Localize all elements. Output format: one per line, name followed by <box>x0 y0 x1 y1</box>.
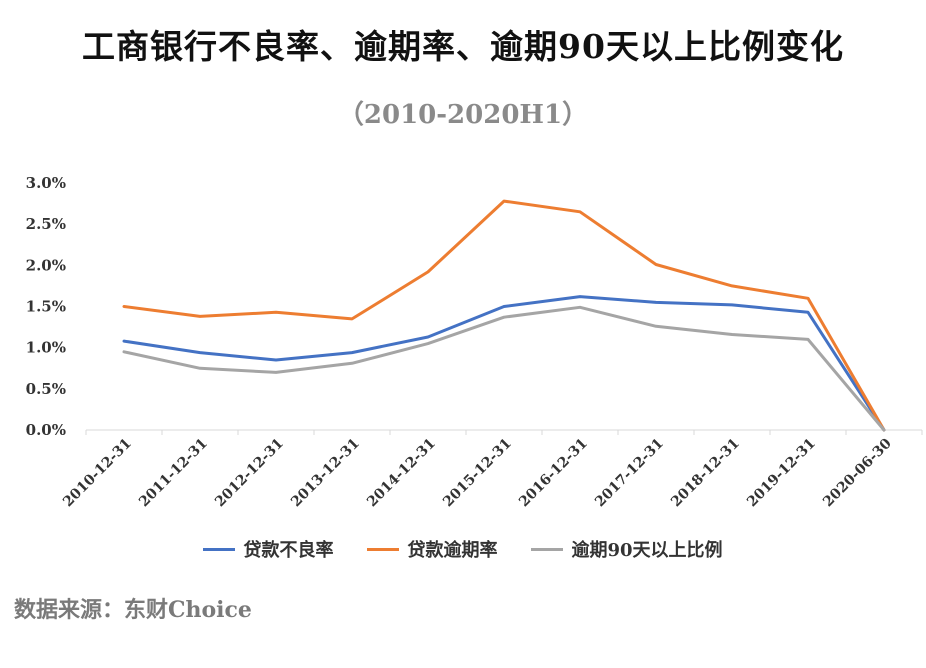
data-point <box>806 338 810 341</box>
legend-item-overdue90: 逾期90天以上比例 <box>531 536 723 562</box>
legend-swatch-npl <box>203 547 236 551</box>
x-tick-label: 2011-12-31 <box>136 436 211 511</box>
data-point <box>502 305 506 308</box>
data-point <box>578 295 582 298</box>
data-point <box>350 317 354 321</box>
x-tick-label: 2016-12-31 <box>516 436 591 511</box>
x-tick-label: 2013-12-31 <box>288 436 363 511</box>
data-point <box>882 428 886 432</box>
data-point <box>122 305 126 308</box>
data-point <box>198 367 202 370</box>
data-point <box>578 210 582 214</box>
data-point <box>578 306 582 309</box>
x-tick-label: 2019-12-31 <box>744 436 819 511</box>
legend-label-overdue: 贷款逾期率 <box>407 540 498 561</box>
data-point <box>274 358 278 362</box>
data-point <box>654 263 658 266</box>
data-point <box>426 342 430 345</box>
x-tick-label: 2015-12-31 <box>440 436 515 511</box>
data-point <box>654 325 658 328</box>
y-tick-label: 2.5% <box>26 215 66 233</box>
data-point <box>730 333 734 336</box>
data-point <box>502 316 506 319</box>
x-tick-label: 2014-12-31 <box>364 436 439 511</box>
y-tick-label: 0.5% <box>26 380 66 398</box>
y-tick-label: 1.5% <box>26 298 66 316</box>
data-point <box>350 351 354 354</box>
series-line-2 <box>122 305 886 432</box>
legend-label-overdue90: 逾期90天以上比例 <box>571 540 723 561</box>
x-tick-label: 2020-06-30 <box>820 435 895 510</box>
y-tick-label: 2.0% <box>26 256 66 274</box>
data-point <box>122 350 126 353</box>
legend: 贷款不良率 贷款逾期率 逾期90天以上比例 <box>0 536 926 562</box>
legend-swatch-overdue <box>367 547 400 551</box>
y-tick-label: 0.0% <box>26 421 66 439</box>
chart-subtitle: （2010-2020H1） <box>337 100 589 130</box>
data-source: 数据来源：东财Choice <box>14 597 252 623</box>
legend-item-npl: 贷款不良率 <box>203 536 333 562</box>
data-point <box>198 351 202 354</box>
data-point <box>730 284 734 288</box>
y-tick-label: 1.0% <box>26 339 66 357</box>
x-tick-label: 2018-12-31 <box>668 436 743 511</box>
data-point <box>806 311 810 314</box>
data-point <box>806 297 810 300</box>
data-point <box>426 335 430 339</box>
legend-item-overdue: 贷款逾期率 <box>367 536 497 562</box>
legend-swatch-overdue90 <box>531 547 564 551</box>
data-point <box>502 199 506 203</box>
data-point <box>730 303 734 307</box>
y-tick-label: 3.0% <box>26 174 66 192</box>
x-tick-label: 2017-12-31 <box>592 436 667 511</box>
legend-label-npl: 贷款不良率 <box>243 540 334 561</box>
series-line-1 <box>122 199 886 432</box>
data-point <box>274 311 278 314</box>
data-point <box>654 301 658 304</box>
chart-title: 工商银行不良率、逾期率、逾期90天以上比例变化 <box>82 27 844 66</box>
data-point <box>122 339 126 343</box>
data-point <box>426 270 430 274</box>
x-tick-label: 2012-12-31 <box>212 436 287 511</box>
data-point <box>198 315 202 318</box>
data-point <box>274 371 278 374</box>
x-tick-label: 2010-12-31 <box>60 436 135 511</box>
data-point <box>350 362 354 365</box>
